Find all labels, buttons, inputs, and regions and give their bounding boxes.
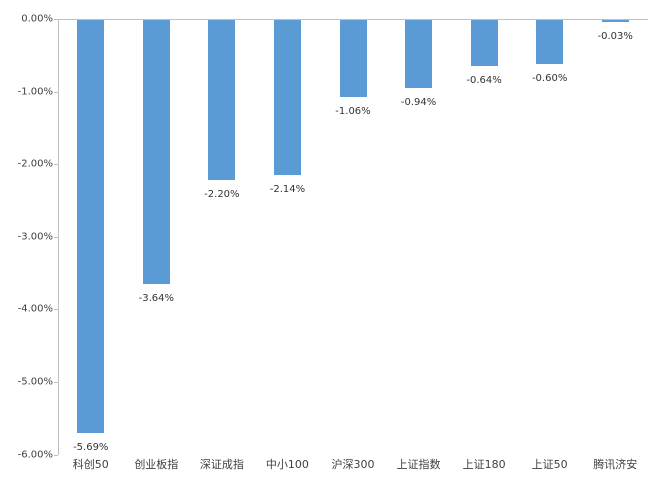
y-axis-tick: [54, 236, 58, 238]
value-label: -0.94%: [400, 97, 437, 109]
bar-腾讯济安: [601, 20, 629, 23]
y-axis-tick-label: -4.00%: [17, 303, 53, 315]
x-axis-category-label: 沪深300: [331, 458, 375, 471]
y-axis-tick-label: -3.00%: [17, 231, 53, 243]
value-label: -0.64%: [466, 75, 502, 87]
bar-中小100: [273, 20, 301, 176]
x-axis-zero-line: [58, 19, 648, 20]
y-axis-tick-label: -5.00%: [17, 376, 53, 388]
value-label: -0.60%: [531, 72, 568, 84]
y-axis-tick-label: 0.00%: [21, 13, 53, 25]
bar-上证50: [536, 20, 564, 64]
value-label: -2.20%: [204, 188, 240, 200]
x-axis-category-label: 上证50: [531, 458, 568, 471]
bar-上证180: [470, 20, 498, 67]
value-label: -2.14%: [269, 184, 306, 196]
x-axis-category-label: 中小100: [265, 458, 309, 471]
y-axis-tick-label: -1.00%: [17, 86, 53, 98]
y-axis-tick: [54, 91, 58, 93]
value-label: -5.69%: [73, 442, 109, 454]
bar-沪深300: [339, 20, 367, 97]
x-axis-category-label: 上证指数: [396, 458, 441, 471]
bar-上证指数: [405, 20, 433, 89]
bar-深证成指: [208, 20, 236, 180]
y-axis-tick: [54, 309, 58, 311]
y-axis-tick: [54, 164, 58, 166]
y-axis-tick: [54, 19, 58, 20]
y-axis-tick-label: -2.00%: [17, 158, 53, 170]
value-label: -3.64%: [138, 293, 175, 305]
x-axis-category-label: 科创50: [72, 458, 109, 471]
bar-科创50: [77, 20, 105, 434]
bar-创业板指: [142, 20, 170, 285]
x-axis-category-label: 腾讯济安: [593, 458, 638, 471]
y-axis-tick: [54, 454, 58, 456]
x-axis-category-label: 创业板指: [134, 458, 179, 471]
y-axis-tick: [54, 382, 58, 383]
x-axis-category-label: 深证成指: [199, 458, 244, 471]
value-label: -0.03%: [597, 31, 633, 43]
value-label: -1.06%: [335, 105, 371, 117]
y-axis-tick-label: -6.00%: [17, 449, 53, 461]
y-axis-line: [58, 19, 59, 455]
x-axis-category-label: 上证180: [462, 458, 506, 471]
